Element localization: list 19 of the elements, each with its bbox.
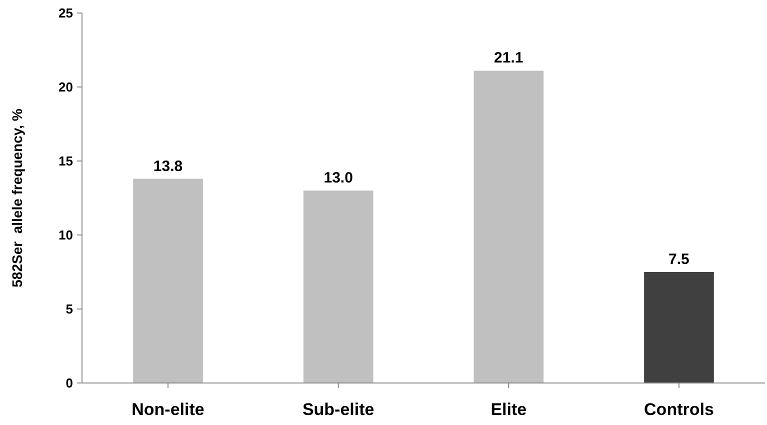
bar	[133, 178, 203, 383]
bar	[474, 70, 544, 383]
y-tick-label: 0	[66, 376, 73, 391]
y-tick-label: 25	[58, 6, 73, 21]
y-axis-title: 582Ser allele frequency, %	[9, 108, 25, 288]
data-label: 13.8	[153, 158, 183, 175]
data-label: 13.0	[324, 170, 353, 187]
data-label: 21.1	[494, 50, 524, 67]
x-tick-label: Controls	[644, 400, 714, 419]
y-tick-label: 10	[58, 228, 73, 243]
x-tick-label: Elite	[490, 400, 527, 419]
y-tick-label: 5	[66, 302, 73, 317]
data-label: 7.5	[668, 251, 690, 268]
x-tick-label: Sub-elite	[302, 400, 374, 419]
y-tick-label: 20	[58, 80, 73, 95]
bar	[644, 272, 714, 383]
x-tick-label: Non-elite	[132, 400, 204, 419]
bar	[303, 190, 374, 383]
y-tick-label: 15	[58, 154, 73, 169]
